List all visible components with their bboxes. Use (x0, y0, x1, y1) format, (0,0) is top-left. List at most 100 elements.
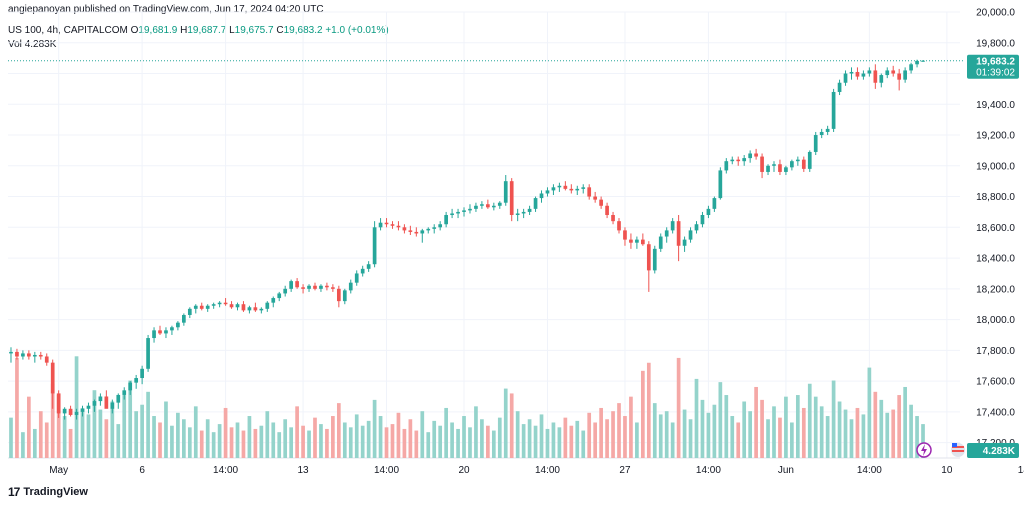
candle[interactable] (807, 150, 812, 172)
candle[interactable] (742, 155, 747, 166)
candle[interactable] (527, 205, 532, 216)
candle[interactable] (104, 390, 109, 409)
candle[interactable] (611, 211, 615, 225)
candle[interactable] (366, 261, 371, 272)
candle[interactable] (110, 399, 115, 414)
candle[interactable] (146, 334, 150, 372)
candle[interactable] (271, 296, 276, 308)
candle[interactable] (98, 393, 103, 406)
candle[interactable] (706, 205, 711, 219)
candle[interactable] (27, 350, 31, 360)
candle[interactable] (116, 393, 121, 409)
candle[interactable] (873, 64, 878, 89)
candle[interactable] (92, 399, 97, 412)
candle[interactable] (587, 184, 592, 200)
candle[interactable] (44, 353, 49, 366)
candle[interactable] (229, 301, 234, 309)
candle[interactable] (289, 279, 293, 292)
candle[interactable] (718, 167, 723, 200)
candle[interactable] (575, 185, 580, 196)
candle[interactable] (199, 302, 204, 311)
candle[interactable] (515, 208, 520, 222)
candle[interactable] (897, 68, 902, 91)
candle[interactable] (259, 307, 264, 314)
candle[interactable] (736, 156, 741, 166)
candle[interactable] (342, 288, 347, 305)
candle[interactable] (50, 359, 55, 409)
candle[interactable] (432, 224, 437, 234)
candle[interactable] (122, 387, 127, 400)
candle[interactable] (468, 204, 472, 214)
candle[interactable] (277, 291, 282, 302)
candle[interactable] (855, 67, 860, 80)
candle[interactable] (497, 201, 502, 209)
candle[interactable] (235, 302, 240, 311)
volume-label[interactable]: Vol (8, 39, 22, 50)
candle[interactable] (128, 381, 133, 395)
candle[interactable] (790, 159, 794, 171)
candle[interactable] (724, 158, 729, 174)
candle[interactable] (539, 190, 544, 203)
candle[interactable] (420, 228, 425, 243)
candle[interactable] (408, 225, 413, 235)
candle[interactable] (509, 178, 514, 222)
candle[interactable] (885, 67, 890, 79)
candle[interactable] (21, 350, 25, 360)
candle[interactable] (32, 351, 37, 363)
candle[interactable] (265, 301, 270, 312)
candle[interactable] (170, 325, 174, 335)
candle[interactable] (837, 79, 842, 96)
candle[interactable] (629, 233, 633, 249)
candle[interactable] (617, 218, 621, 234)
candle[interactable] (331, 284, 335, 292)
candle[interactable] (891, 65, 896, 77)
candle[interactable] (795, 156, 800, 166)
flash-icon[interactable] (916, 442, 932, 458)
candle[interactable] (384, 218, 389, 228)
candle[interactable] (593, 191, 598, 203)
candle[interactable] (378, 218, 383, 231)
candle[interactable] (694, 221, 699, 234)
candle[interactable] (605, 202, 609, 219)
candle[interactable] (581, 184, 586, 194)
candle[interactable] (9, 347, 13, 363)
symbol-name[interactable]: US 100, 4h, CAPITALCOM (8, 25, 128, 36)
candle[interactable] (831, 88, 836, 132)
candle[interactable] (438, 221, 443, 231)
candle[interactable] (86, 402, 91, 414)
candle[interactable] (426, 227, 431, 234)
candle[interactable] (646, 241, 651, 292)
candle[interactable] (557, 182, 562, 192)
candle[interactable] (253, 302, 258, 312)
candle[interactable] (247, 305, 252, 314)
candle[interactable] (521, 208, 526, 219)
flag-icon[interactable] (951, 443, 965, 457)
candle[interactable] (772, 161, 776, 172)
candle[interactable] (849, 67, 854, 80)
candle[interactable] (205, 304, 210, 312)
candle[interactable] (867, 67, 872, 77)
candle[interactable] (635, 236, 639, 249)
candle[interactable] (533, 196, 538, 212)
candle[interactable] (784, 165, 788, 176)
candle[interactable] (563, 181, 568, 191)
candle[interactable] (211, 302, 216, 309)
candle[interactable] (295, 278, 299, 289)
candle[interactable] (38, 351, 43, 360)
candle[interactable] (348, 279, 353, 294)
candle[interactable] (193, 304, 198, 314)
candle[interactable] (313, 282, 317, 291)
candle[interactable] (766, 164, 770, 176)
candle[interactable] (456, 208, 460, 219)
candle[interactable] (301, 284, 305, 294)
candle[interactable] (754, 148, 758, 160)
candle[interactable] (176, 321, 180, 331)
candle[interactable] (676, 215, 681, 262)
candle[interactable] (15, 348, 19, 360)
candle[interactable] (879, 73, 884, 88)
candle[interactable] (825, 125, 830, 136)
candle[interactable] (503, 175, 508, 206)
candle[interactable] (545, 187, 550, 197)
candle[interactable] (152, 327, 156, 343)
